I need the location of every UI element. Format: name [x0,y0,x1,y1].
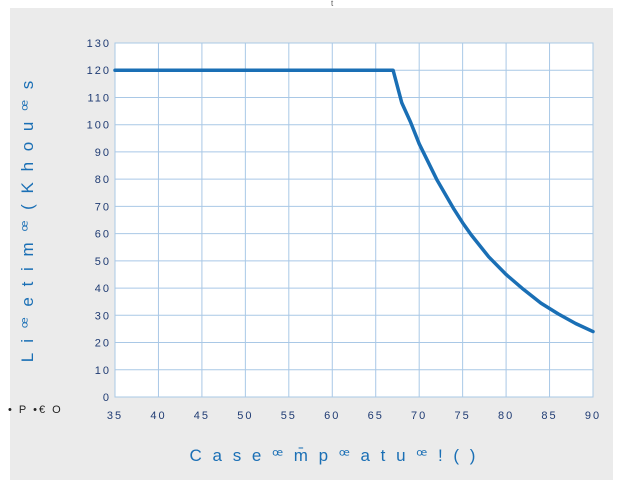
x-tick-label: 35 [107,410,123,422]
series-layer [113,68,595,334]
grid-layer [114,42,594,398]
y-tick-label: 60 [95,229,111,241]
x-tick-label: 40 [150,410,166,422]
x-tick-label: 55 [281,410,297,422]
y-tick-label: 50 [95,256,111,268]
x-axis-title: C a s e ꟹ m̄ p ꟹ a t u ꟹ ! ( ) [190,446,479,465]
x-tick-label: 90 [585,410,601,422]
x-tick-label: 50 [237,410,253,422]
y-tick-label: 10 [95,365,111,377]
y-tick-label: 110 [87,92,111,104]
x-tick-label: 80 [498,410,514,422]
x-tick-label: 60 [324,410,340,422]
series-line-lifetime [113,68,595,334]
y-tick-label: 20 [95,338,111,350]
y-tick-label: 100 [87,120,111,132]
x-tick-label: 65 [368,410,384,422]
x-tick-label: 85 [541,410,557,422]
y-tick-label: 40 [95,283,111,295]
x-tick-label: 75 [455,410,471,422]
plot-area [114,42,594,398]
x-tick-label: 70 [411,410,427,422]
y-tick-label: 0 [103,392,111,404]
y-tick-label: 120 [87,65,111,77]
top-mark: t [331,0,334,8]
y-tick-label: 70 [95,201,111,213]
x-axis-ticks: 35 40 45 50 55 60 65 70 75 80 85 90 [107,410,601,422]
y-tick-label: 30 [95,310,111,322]
x-tick-label: 45 [194,410,210,422]
y-tick-label: 130 [87,38,111,50]
y-tick-label: 90 [95,147,111,159]
corner-note: • P •€ O [8,404,63,416]
y-axis-title: L i ꟹ e t i m ꟹ ( K h o u ꟹ s [18,78,37,363]
y-tick-label: 80 [95,174,111,186]
y-axis-ticks: 0 10 20 30 40 50 60 70 80 90 100 110 120 130 [87,38,111,404]
